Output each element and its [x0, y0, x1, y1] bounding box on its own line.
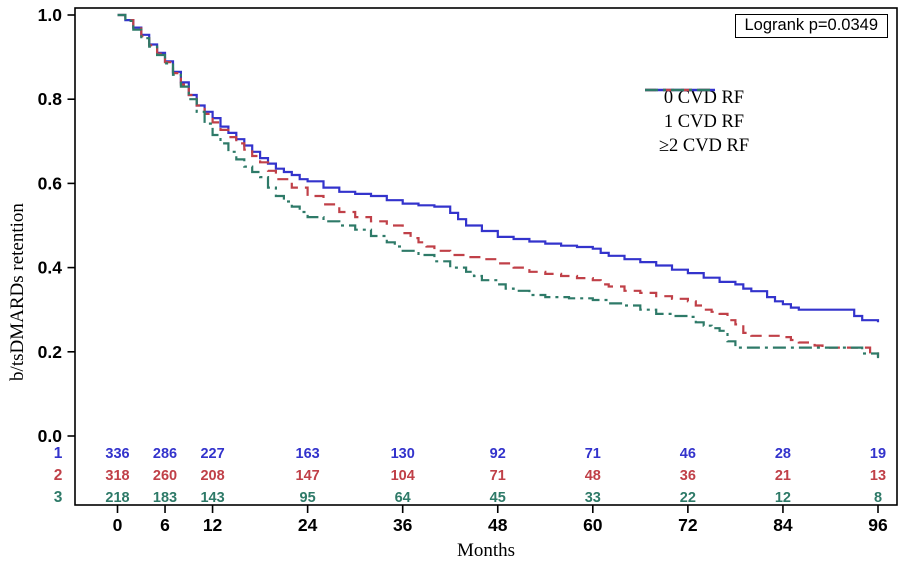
risk-count: 48	[585, 468, 601, 484]
x-tick-label: 12	[203, 515, 223, 535]
risk-count: 318	[105, 468, 129, 484]
x-tick-label: 72	[678, 515, 698, 535]
risk-count: 163	[296, 446, 320, 462]
risk-count: 286	[153, 446, 177, 462]
legend-label-1cvd: 1 CVD RF	[663, 111, 745, 132]
risk-count: 36	[680, 468, 696, 484]
risk-count: 208	[200, 468, 224, 484]
x-tick-label: 36	[393, 515, 413, 535]
x-tick-label: 6	[160, 515, 170, 535]
risk-count: 33	[585, 490, 601, 506]
risk-count: 183	[153, 490, 177, 506]
risk-count: 19	[870, 446, 886, 462]
y-tick-label: 0.6	[38, 173, 63, 193]
risk-count: 12	[775, 490, 791, 506]
risk-count: 46	[680, 446, 696, 462]
legend-label-2cvd: ≥2 CVD RF	[658, 135, 750, 156]
risk-count: 130	[391, 446, 415, 462]
risk-count: 13	[870, 468, 886, 484]
y-tick-label: 0.0	[38, 426, 63, 446]
y-tick-label: 1.0	[38, 5, 63, 25]
legend-row-1cvd: 1 CVD RF	[645, 88, 763, 134]
km-curve-1	[117, 13, 880, 357]
risk-row-label: 1	[54, 445, 63, 462]
risk-count: 21	[775, 468, 791, 484]
risk-count: 104	[391, 468, 415, 484]
x-tick-label: 0	[113, 515, 123, 535]
x-tick-label: 84	[773, 515, 793, 535]
risk-count: 92	[490, 446, 506, 462]
y-axis-label: b/tsDMARDs retention	[7, 203, 28, 381]
risk-count: 64	[395, 490, 411, 506]
risk-count: 227	[200, 446, 224, 462]
plot-frame	[74, 7, 898, 506]
risk-count: 336	[105, 446, 129, 462]
risk-count: 260	[153, 468, 177, 484]
x-tick-label: 24	[298, 515, 318, 535]
risk-count: 22	[680, 490, 696, 506]
risk-count: 71	[585, 446, 601, 462]
risk-count: 147	[296, 468, 320, 484]
y-tick-label: 0.4	[38, 258, 63, 278]
risk-count: 143	[200, 490, 224, 506]
legend-line-sample-dashdot	[645, 88, 715, 92]
x-tick-label: 96	[868, 515, 888, 535]
risk-count: 28	[775, 446, 791, 462]
legend-label-0cvd: 0 CVD RF	[663, 87, 745, 108]
risk-count: 218	[105, 490, 129, 506]
legend: 0 CVD RF 1 CVD RF ≥2 CVD RF	[645, 86, 763, 158]
y-tick-label: 0.8	[38, 89, 63, 109]
x-tick-label: 48	[488, 515, 508, 535]
x-tick-label: 60	[583, 515, 603, 535]
risk-count: 71	[490, 468, 506, 484]
risk-count: 95	[300, 490, 316, 506]
y-tick-label: 0.2	[38, 342, 63, 362]
legend-row-2cvd: ≥2 CVD RF	[645, 88, 763, 158]
risk-count: 8	[874, 490, 882, 506]
logrank-annotation: Logrank p=0.0349	[734, 14, 888, 38]
risk-row-label: 3	[54, 489, 63, 506]
x-axis-label: Months	[456, 540, 516, 561]
km-curve-2	[117, 13, 880, 359]
risk-row-label: 2	[54, 467, 63, 484]
risk-count: 45	[490, 490, 506, 506]
km-curve-0	[117, 13, 880, 323]
